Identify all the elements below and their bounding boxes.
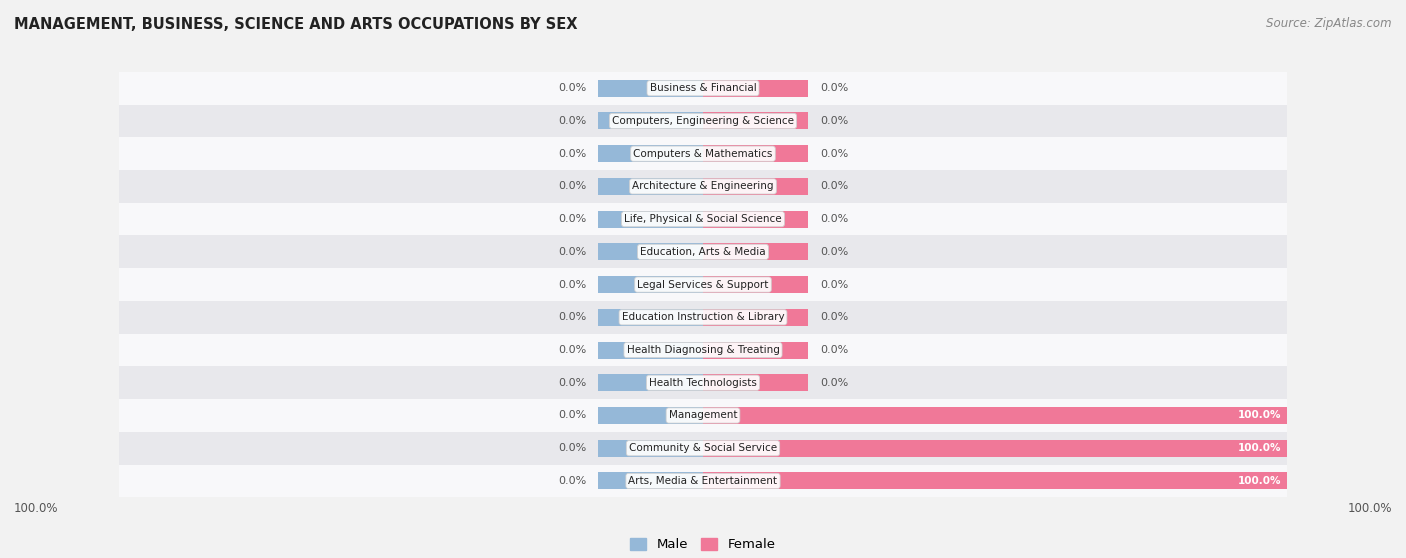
Bar <box>120 465 1286 497</box>
Bar <box>703 243 808 261</box>
Text: Management: Management <box>669 411 737 421</box>
Text: 0.0%: 0.0% <box>820 312 848 323</box>
Text: Community & Social Service: Community & Social Service <box>628 443 778 453</box>
Text: 0.0%: 0.0% <box>558 83 586 93</box>
Text: Life, Physical & Social Science: Life, Physical & Social Science <box>624 214 782 224</box>
Bar <box>703 145 808 162</box>
Bar <box>120 399 1286 432</box>
Text: 0.0%: 0.0% <box>820 181 848 191</box>
Text: 0.0%: 0.0% <box>558 247 586 257</box>
Bar <box>598 309 703 326</box>
Bar <box>703 210 808 228</box>
Bar <box>703 309 808 326</box>
Text: Computers & Mathematics: Computers & Mathematics <box>633 148 773 158</box>
Bar <box>120 104 1286 137</box>
Text: 0.0%: 0.0% <box>820 214 848 224</box>
Text: Source: ZipAtlas.com: Source: ZipAtlas.com <box>1267 17 1392 30</box>
Bar <box>598 178 703 195</box>
Bar <box>598 276 703 293</box>
Text: 0.0%: 0.0% <box>558 443 586 453</box>
Text: Architecture & Engineering: Architecture & Engineering <box>633 181 773 191</box>
Text: 0.0%: 0.0% <box>558 378 586 388</box>
Bar <box>120 72 1286 104</box>
Bar <box>598 407 703 424</box>
Text: Health Technologists: Health Technologists <box>650 378 756 388</box>
Bar <box>120 334 1286 367</box>
Bar <box>120 301 1286 334</box>
Text: Health Diagnosing & Treating: Health Diagnosing & Treating <box>627 345 779 355</box>
Bar <box>598 113 703 129</box>
Text: Business & Financial: Business & Financial <box>650 83 756 93</box>
Bar <box>120 203 1286 235</box>
Text: Legal Services & Support: Legal Services & Support <box>637 280 769 290</box>
Bar <box>703 440 1286 456</box>
Legend: Male, Female: Male, Female <box>626 532 780 556</box>
Text: 0.0%: 0.0% <box>820 345 848 355</box>
Bar <box>703 113 808 129</box>
Text: Education, Arts & Media: Education, Arts & Media <box>640 247 766 257</box>
Bar <box>598 374 703 391</box>
Text: Computers, Engineering & Science: Computers, Engineering & Science <box>612 116 794 126</box>
Bar <box>703 178 808 195</box>
Bar <box>598 210 703 228</box>
Bar <box>120 170 1286 203</box>
Text: 0.0%: 0.0% <box>820 116 848 126</box>
Text: 0.0%: 0.0% <box>820 280 848 290</box>
Text: 100.0%: 100.0% <box>14 502 59 515</box>
Text: 0.0%: 0.0% <box>558 148 586 158</box>
Bar <box>703 473 1286 489</box>
Bar <box>120 432 1286 465</box>
Bar <box>703 407 1286 424</box>
Bar <box>120 235 1286 268</box>
Text: 0.0%: 0.0% <box>558 345 586 355</box>
Bar <box>120 367 1286 399</box>
Bar <box>120 268 1286 301</box>
Text: 100.0%: 100.0% <box>1347 502 1392 515</box>
Bar <box>598 243 703 261</box>
Bar <box>598 80 703 97</box>
Text: 0.0%: 0.0% <box>558 476 586 486</box>
Text: Education Instruction & Library: Education Instruction & Library <box>621 312 785 323</box>
Text: 0.0%: 0.0% <box>820 83 848 93</box>
Text: Arts, Media & Entertainment: Arts, Media & Entertainment <box>628 476 778 486</box>
Text: 0.0%: 0.0% <box>558 280 586 290</box>
Text: 0.0%: 0.0% <box>558 312 586 323</box>
Text: 0.0%: 0.0% <box>558 181 586 191</box>
Text: 0.0%: 0.0% <box>820 378 848 388</box>
Bar <box>598 341 703 359</box>
Text: 100.0%: 100.0% <box>1237 476 1281 486</box>
Bar <box>598 473 703 489</box>
Text: 0.0%: 0.0% <box>558 411 586 421</box>
Bar <box>703 276 808 293</box>
Text: 0.0%: 0.0% <box>820 148 848 158</box>
Text: 0.0%: 0.0% <box>558 116 586 126</box>
Bar <box>703 80 808 97</box>
Text: 100.0%: 100.0% <box>1237 411 1281 421</box>
Text: 100.0%: 100.0% <box>1237 443 1281 453</box>
Bar <box>598 440 703 456</box>
Bar <box>703 374 808 391</box>
Bar <box>598 145 703 162</box>
Text: 0.0%: 0.0% <box>820 247 848 257</box>
Bar <box>120 137 1286 170</box>
Text: MANAGEMENT, BUSINESS, SCIENCE AND ARTS OCCUPATIONS BY SEX: MANAGEMENT, BUSINESS, SCIENCE AND ARTS O… <box>14 17 578 32</box>
Bar <box>703 341 808 359</box>
Text: 0.0%: 0.0% <box>558 214 586 224</box>
